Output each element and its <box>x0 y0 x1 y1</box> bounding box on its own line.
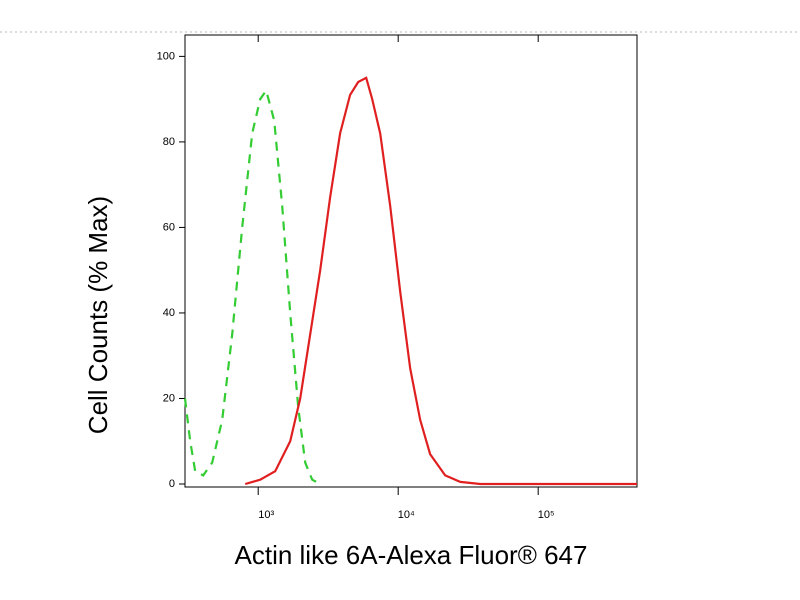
y-axis-label: Cell Counts (% Max) <box>83 196 113 434</box>
y-tick-label: 80 <box>163 136 175 148</box>
y-tick-label: 20 <box>163 392 175 404</box>
y-tick-label: 100 <box>157 50 175 62</box>
histogram-line <box>183 88 321 485</box>
y-tick-label: 0 <box>169 478 175 490</box>
x-tick-label: 10⁴ <box>398 509 415 521</box>
histogram-line <box>244 76 637 486</box>
y-tick-label: 40 <box>163 307 175 319</box>
x-tick-label: 10⁵ <box>538 509 555 521</box>
plot-frame <box>184 34 638 488</box>
x-tick-label: 10³ <box>258 509 274 521</box>
y-tick-label: 60 <box>163 221 175 233</box>
x-axis-label: Actin like 6A-Alexa Fluor® 647 <box>235 540 588 570</box>
